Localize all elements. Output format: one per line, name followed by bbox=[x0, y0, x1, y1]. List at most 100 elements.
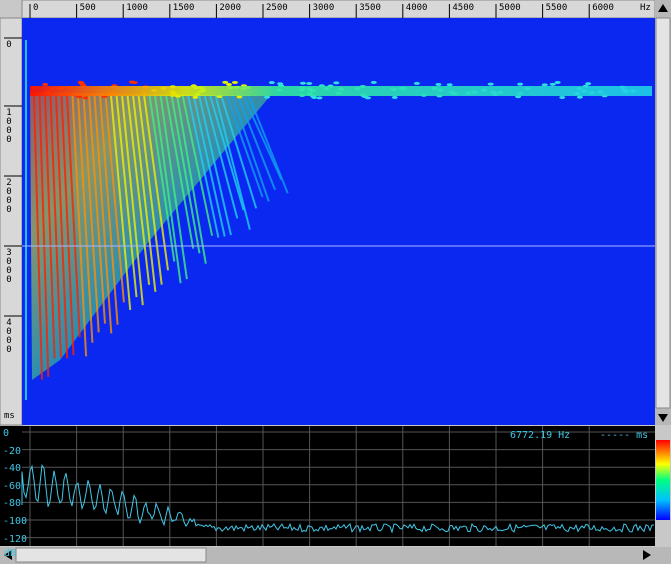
db-tick-label: -100 bbox=[3, 516, 28, 527]
streak bbox=[55, 94, 69, 359]
left-ruler bbox=[0, 17, 23, 426]
streak bbox=[110, 94, 132, 311]
scroll-right[interactable] bbox=[643, 550, 651, 560]
time-readout: ----- ms bbox=[600, 430, 649, 441]
freq-tick-label: 4000 bbox=[405, 3, 428, 13]
h-scroll-thumb[interactable] bbox=[15, 547, 207, 563]
speckle bbox=[559, 95, 566, 99]
time-tick-label: 1000 bbox=[4, 108, 14, 144]
streak bbox=[176, 94, 207, 264]
streak bbox=[44, 94, 56, 359]
speckle bbox=[82, 96, 89, 100]
streak bbox=[137, 94, 163, 285]
freq-tick-label: 3500 bbox=[359, 3, 381, 13]
speckle bbox=[42, 82, 49, 86]
streak bbox=[104, 94, 125, 303]
frequency-readout: 6772.19 Hz bbox=[510, 430, 571, 441]
streak bbox=[121, 94, 144, 306]
streak bbox=[148, 94, 176, 262]
streak bbox=[170, 94, 201, 254]
time-tick-label: 2000 bbox=[4, 178, 14, 214]
freq-tick-label: 5500 bbox=[545, 3, 568, 13]
scroll-thumb[interactable] bbox=[655, 17, 671, 409]
scroll-up[interactable] bbox=[658, 4, 668, 12]
db-tick-label: -40 bbox=[3, 463, 22, 475]
speckle bbox=[413, 81, 420, 85]
freq-tick-label: 2000 bbox=[219, 3, 242, 13]
streak bbox=[236, 94, 277, 191]
streak bbox=[88, 94, 106, 324]
streak bbox=[159, 94, 188, 280]
speckle bbox=[487, 82, 494, 86]
harmonic-band bbox=[30, 86, 652, 96]
streak bbox=[181, 94, 214, 236]
streak bbox=[214, 94, 251, 230]
speckle bbox=[268, 81, 275, 85]
streak bbox=[192, 94, 226, 237]
streak bbox=[38, 94, 50, 377]
streak bbox=[49, 94, 62, 358]
streak bbox=[33, 94, 43, 380]
streak bbox=[187, 94, 220, 238]
speckle bbox=[446, 83, 453, 87]
freq-tick-label: 6000 bbox=[592, 3, 614, 13]
speckle bbox=[316, 96, 323, 100]
db-tick-label: -20 bbox=[3, 445, 22, 457]
speckle bbox=[585, 82, 592, 86]
speckle bbox=[192, 95, 199, 99]
streak bbox=[165, 94, 195, 249]
streak bbox=[143, 94, 169, 271]
streak bbox=[220, 94, 258, 209]
speckle bbox=[333, 81, 340, 85]
speckle bbox=[370, 80, 377, 84]
db-tick-label: 0 bbox=[3, 428, 10, 439]
speckle bbox=[231, 80, 238, 84]
db-gutter bbox=[0, 426, 22, 546]
speckle bbox=[364, 96, 371, 100]
freq-tick-label: 500 bbox=[79, 3, 96, 13]
speckle bbox=[299, 81, 306, 85]
db-unit: dB bbox=[4, 548, 17, 559]
speckle bbox=[236, 95, 243, 99]
streak bbox=[60, 94, 75, 356]
db-tick-label: -80 bbox=[3, 498, 22, 510]
speckle bbox=[129, 80, 136, 84]
streak bbox=[66, 94, 81, 338]
streak bbox=[93, 94, 113, 334]
speckle bbox=[549, 82, 556, 86]
streak bbox=[231, 94, 270, 202]
freq-tick-label: 1500 bbox=[172, 3, 195, 13]
speckle bbox=[225, 83, 232, 87]
streak bbox=[132, 94, 157, 292]
db-tick-label: -120 bbox=[3, 533, 28, 545]
time-tick-label: 0 bbox=[4, 40, 14, 49]
speckle bbox=[306, 81, 313, 85]
speckle bbox=[435, 82, 442, 86]
spectrum-grid bbox=[22, 426, 655, 546]
speckle bbox=[576, 95, 583, 99]
streak bbox=[82, 94, 100, 333]
streak bbox=[225, 94, 264, 198]
streak bbox=[99, 94, 119, 325]
streak bbox=[115, 94, 138, 298]
speckle bbox=[541, 83, 548, 87]
scroll-left[interactable] bbox=[4, 550, 12, 560]
speckle bbox=[391, 95, 398, 99]
scroll-down[interactable] bbox=[658, 414, 668, 422]
spectrum-line bbox=[21, 464, 655, 534]
speckle bbox=[554, 80, 561, 84]
db-tick-label: -60 bbox=[3, 480, 22, 492]
streak bbox=[154, 94, 182, 284]
streak bbox=[209, 94, 245, 211]
streak bbox=[71, 94, 88, 357]
time-tick-label: 4000 bbox=[4, 318, 14, 354]
speckle bbox=[311, 95, 318, 99]
freq-tick-label: 3000 bbox=[312, 3, 335, 13]
speckle bbox=[264, 95, 271, 99]
time-unit: ms bbox=[4, 411, 15, 421]
streak bbox=[242, 94, 283, 181]
speckle bbox=[517, 82, 524, 86]
streak bbox=[77, 94, 94, 343]
